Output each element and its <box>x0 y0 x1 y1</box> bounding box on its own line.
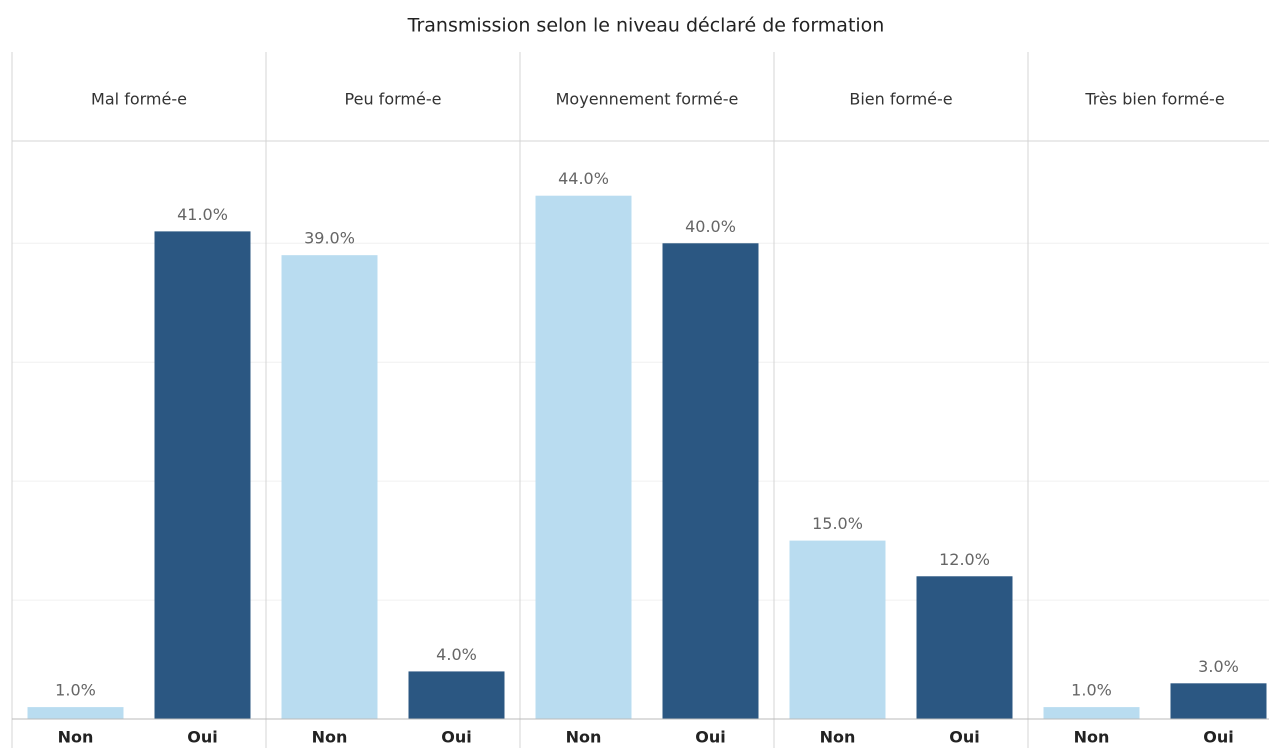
facet-header: Mal formé-e <box>91 90 187 109</box>
bar <box>408 671 505 719</box>
x-tick-label: Non <box>566 728 602 747</box>
value-label: 15.0% <box>812 514 863 533</box>
bar <box>281 255 378 719</box>
facet-header: Très bien formé-e <box>1084 90 1224 109</box>
bar <box>789 540 886 719</box>
x-tick-label: Oui <box>187 728 217 747</box>
facet-header: Moyennement formé-e <box>556 90 739 109</box>
bar <box>1043 707 1140 719</box>
value-label: 41.0% <box>177 205 228 224</box>
chart-title: Transmission selon le niveau déclaré de … <box>407 15 885 37</box>
bar <box>916 576 1013 719</box>
value-label: 4.0% <box>436 645 477 664</box>
bar <box>27 707 124 719</box>
value-label: 1.0% <box>55 681 96 700</box>
bar <box>1170 683 1267 719</box>
bar <box>662 243 759 719</box>
facet-header: Peu formé-e <box>345 90 442 109</box>
facet-header: Bien formé-e <box>849 90 952 109</box>
value-label: 40.0% <box>685 217 736 236</box>
x-tick-label: Oui <box>1203 728 1233 747</box>
value-label: 1.0% <box>1071 681 1112 700</box>
value-label: 12.0% <box>939 550 990 569</box>
x-tick-label: Non <box>1074 728 1110 747</box>
bar <box>535 195 632 719</box>
value-label: 3.0% <box>1198 657 1239 676</box>
x-tick-label: Oui <box>441 728 471 747</box>
x-tick-label: Non <box>58 728 94 747</box>
x-tick-label: Oui <box>949 728 979 747</box>
x-tick-label: Non <box>820 728 856 747</box>
x-tick-label: Oui <box>695 728 725 747</box>
value-label: 39.0% <box>304 229 355 248</box>
value-label: 44.0% <box>558 169 609 188</box>
x-tick-label: Non <box>312 728 348 747</box>
bar <box>154 231 251 719</box>
